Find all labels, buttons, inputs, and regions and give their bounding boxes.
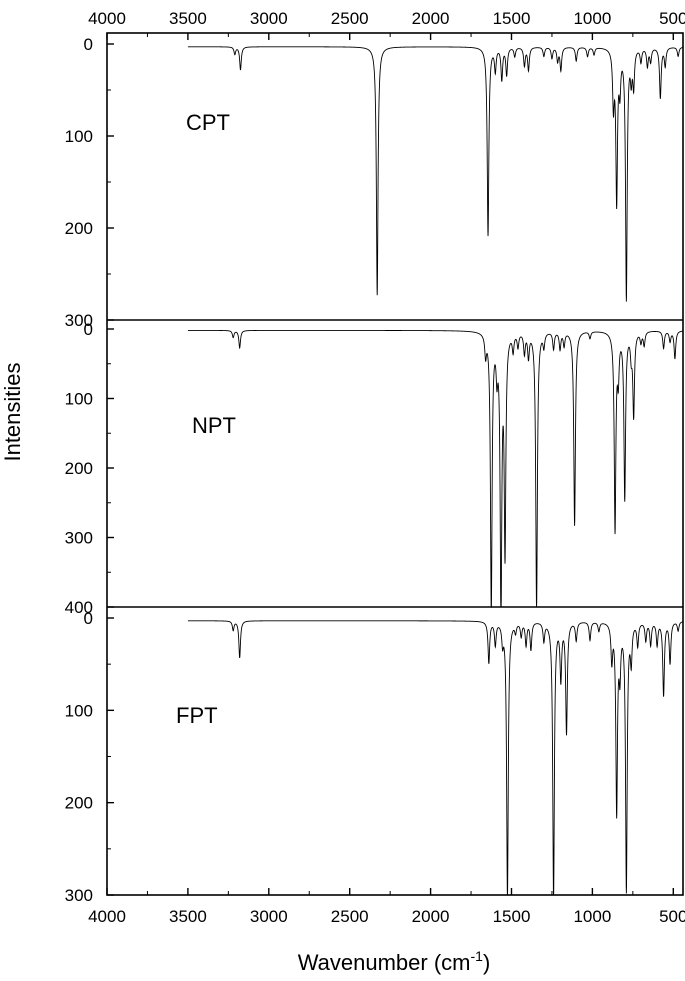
x-tick-label-top: 4000 bbox=[88, 9, 126, 28]
y-tick-label: 100 bbox=[65, 390, 93, 409]
x-axis-title-superscript: -1 bbox=[471, 948, 484, 964]
y-tick-label: 200 bbox=[65, 459, 93, 478]
y-tick-label: 100 bbox=[65, 127, 93, 146]
y-tick-label: 300 bbox=[65, 886, 93, 905]
top-x-axis: 4000 3500 3000 2500 2000 1500 1000 500 bbox=[88, 9, 685, 40]
x-tick-label-top: 500 bbox=[659, 9, 685, 28]
panel-npt: 0 100 200 300 400 NPT bbox=[65, 320, 684, 617]
x-tick-label-bottom: 4000 bbox=[88, 907, 126, 926]
panel-label-npt: NPT bbox=[192, 413, 236, 438]
spectrum-line-fpt bbox=[187, 620, 684, 896]
x-tick-label-bottom: 500 bbox=[659, 907, 685, 926]
y-axis-title: Intensities bbox=[0, 362, 25, 461]
panel-fpt: 0 100 200 300 FPT bbox=[65, 609, 684, 905]
panel-cpt: 0 100 200 300 CPT bbox=[65, 35, 684, 330]
x-axis-title-suffix: ) bbox=[483, 950, 490, 975]
spectra-panels: 0 100 200 300 CPT 0 100 200 300 400 NPT 0 100 200 300 F… bbox=[65, 35, 684, 905]
x-tick-label-top: 3500 bbox=[169, 9, 207, 28]
bottom-x-axis: 4000 3500 3000 2500 2000 1500 1000 500 bbox=[88, 888, 685, 926]
y-tick-label: 400 bbox=[65, 598, 93, 617]
panel-label-fpt: FPT bbox=[176, 703, 218, 728]
x-tick-label-top: 1500 bbox=[493, 9, 531, 28]
spectrum-line-npt bbox=[187, 329, 684, 609]
x-tick-label-bottom: 3500 bbox=[169, 907, 207, 926]
y-tick-label: 300 bbox=[65, 311, 93, 330]
y-tick-label: 300 bbox=[65, 529, 93, 548]
x-tick-label-top: 2500 bbox=[331, 9, 369, 28]
plot-border bbox=[106, 32, 684, 896]
plot-frame bbox=[106, 32, 684, 896]
spectrum-line-cpt bbox=[187, 46, 684, 302]
x-tick-label-bottom: 1500 bbox=[493, 907, 531, 926]
y-tick-label: 0 bbox=[84, 320, 93, 339]
x-tick-label-bottom: 1000 bbox=[573, 907, 611, 926]
x-axis-title-main: Wavenumber (cm bbox=[298, 950, 471, 975]
x-tick-label-top: 1000 bbox=[573, 9, 611, 28]
y-tick-label: 0 bbox=[84, 35, 93, 54]
x-tick-label-top: 3000 bbox=[250, 9, 288, 28]
x-tick-label-top: 2000 bbox=[412, 9, 450, 28]
panel-label-cpt: CPT bbox=[186, 110, 230, 135]
x-axis-title: Wavenumber (cm-1) bbox=[298, 948, 491, 975]
x-tick-label-bottom: 2500 bbox=[331, 907, 369, 926]
y-tick-label: 200 bbox=[65, 219, 93, 238]
x-tick-label-bottom: 3000 bbox=[250, 907, 288, 926]
y-tick-label: 200 bbox=[65, 794, 93, 813]
y-tick-label: 100 bbox=[65, 701, 93, 720]
x-tick-label-bottom: 2000 bbox=[412, 907, 450, 926]
y-tick-label: 0 bbox=[84, 609, 93, 628]
